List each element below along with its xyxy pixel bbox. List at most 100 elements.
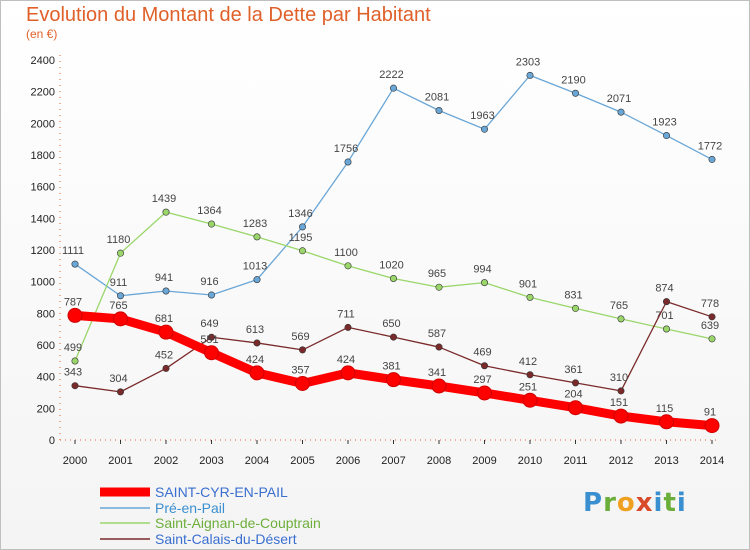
data-point bbox=[298, 346, 306, 354]
data-point bbox=[480, 125, 488, 133]
data-point bbox=[344, 158, 352, 166]
data-point bbox=[480, 279, 488, 287]
data-point bbox=[571, 304, 579, 312]
data-point bbox=[659, 414, 674, 430]
data-point bbox=[617, 108, 625, 116]
data-point bbox=[571, 89, 579, 97]
data-label: 1364 bbox=[197, 205, 221, 217]
data-label: 911 bbox=[110, 277, 128, 289]
series-pre-en-pail: 1111 911 941 916 1013 1346 1756 2222 2081 1963 230… bbox=[62, 56, 722, 300]
data-label: 452 bbox=[155, 349, 173, 361]
data-label: 649 bbox=[200, 318, 218, 330]
data-point bbox=[162, 364, 170, 372]
y-tick-label: 0 bbox=[49, 435, 55, 447]
x-tick-label: 2013 bbox=[654, 455, 678, 467]
data-point bbox=[344, 262, 352, 270]
data-point bbox=[386, 372, 401, 388]
data-point bbox=[71, 260, 79, 268]
data-point bbox=[117, 249, 125, 257]
data-point bbox=[617, 315, 625, 323]
y-tick-label: 1200 bbox=[31, 245, 55, 257]
data-label: 831 bbox=[564, 289, 582, 301]
data-point bbox=[522, 392, 538, 408]
data-label: 765 bbox=[109, 300, 127, 312]
data-label: 994 bbox=[473, 264, 491, 276]
data-point bbox=[117, 292, 125, 300]
data-label: 778 bbox=[701, 298, 719, 310]
y-tick-label: 1800 bbox=[31, 150, 55, 162]
y-tick-label: 2000 bbox=[31, 118, 55, 130]
legend-label: SAINT-CYR-EN-PAIL bbox=[155, 484, 288, 500]
data-point bbox=[708, 313, 716, 321]
data-point bbox=[253, 276, 261, 284]
x-tick-label: 2014 bbox=[700, 455, 724, 467]
data-label: 304 bbox=[109, 373, 127, 385]
data-label: 901 bbox=[519, 278, 537, 290]
data-point bbox=[295, 375, 310, 391]
y-tick-label: 200 bbox=[37, 403, 55, 415]
y-tick-label: 1600 bbox=[31, 182, 55, 194]
data-point bbox=[477, 385, 492, 401]
data-point bbox=[249, 365, 265, 381]
data-label: 381 bbox=[382, 361, 400, 373]
data-point bbox=[389, 84, 397, 92]
data-label: 2071 bbox=[607, 93, 631, 105]
x-tick-label: 2002 bbox=[154, 455, 178, 467]
y-tick-label: 400 bbox=[37, 372, 55, 384]
x-tick-label: 2012 bbox=[609, 455, 633, 467]
data-label: 204 bbox=[564, 389, 582, 401]
data-label: 569 bbox=[291, 331, 309, 343]
x-tick-label: 2011 bbox=[564, 455, 588, 467]
data-label: 701 bbox=[655, 310, 673, 322]
data-point bbox=[204, 345, 219, 361]
x-tick-label: 2007 bbox=[381, 455, 405, 467]
x-tick-label: 2010 bbox=[518, 455, 542, 467]
chart-title: Evolution du Montant de la Dette par Hab… bbox=[26, 4, 431, 26]
data-label: 1013 bbox=[243, 261, 267, 273]
data-point bbox=[571, 379, 579, 387]
data-point bbox=[526, 371, 534, 379]
data-label: 587 bbox=[428, 328, 446, 340]
series-saint-aignan-de-couptrain: 499 1180 1439 1364 1283 1195 1100 1020 965 994 901… bbox=[64, 193, 719, 365]
data-label: 765 bbox=[610, 300, 628, 312]
y-tick-label: 2400 bbox=[31, 55, 55, 67]
data-point bbox=[253, 339, 261, 347]
data-label: 1923 bbox=[652, 117, 676, 129]
data-label: 310 bbox=[610, 372, 628, 384]
data-point bbox=[208, 291, 216, 299]
y-tick-label: 1400 bbox=[31, 213, 55, 225]
data-point bbox=[662, 298, 670, 306]
data-label: 916 bbox=[200, 276, 218, 288]
data-label: 412 bbox=[519, 356, 537, 368]
data-label: 650 bbox=[382, 318, 400, 330]
chart-subtitle: (en €) bbox=[26, 27, 58, 41]
data-point bbox=[704, 418, 720, 434]
data-label: 251 bbox=[519, 381, 537, 393]
legend-label: Saint-Calais-du-Désert bbox=[155, 531, 297, 547]
y-tick-label: 800 bbox=[37, 308, 55, 320]
series-saint-cyr-en-pail: 787 765 681 551 424 357 424 381 341 297 251 204 151 1… bbox=[64, 296, 720, 434]
data-label: 2081 bbox=[425, 92, 449, 104]
data-point bbox=[435, 107, 443, 115]
x-tick-label: 2008 bbox=[427, 455, 451, 467]
legend-label: Saint-Aignan-de-Couptrain bbox=[155, 515, 321, 531]
data-point bbox=[708, 155, 716, 163]
legend-label: Pré-en-Pail bbox=[155, 500, 225, 516]
data-label: 1020 bbox=[379, 260, 403, 272]
data-label: 151 bbox=[610, 397, 628, 409]
data-label: 874 bbox=[655, 283, 673, 295]
data-label: 2303 bbox=[516, 56, 540, 68]
data-label: 639 bbox=[701, 320, 719, 332]
data-point bbox=[662, 325, 670, 333]
data-label: 1111 bbox=[62, 245, 84, 257]
data-label: 2222 bbox=[379, 69, 403, 81]
data-point bbox=[708, 335, 716, 343]
data-label: 1963 bbox=[470, 110, 494, 122]
data-label: 1283 bbox=[243, 218, 267, 230]
data-label: 357 bbox=[291, 364, 309, 376]
x-tick-label: 2000 bbox=[63, 455, 87, 467]
data-point bbox=[431, 378, 447, 394]
data-label: 551 bbox=[200, 334, 218, 346]
data-label: 343 bbox=[64, 367, 82, 379]
